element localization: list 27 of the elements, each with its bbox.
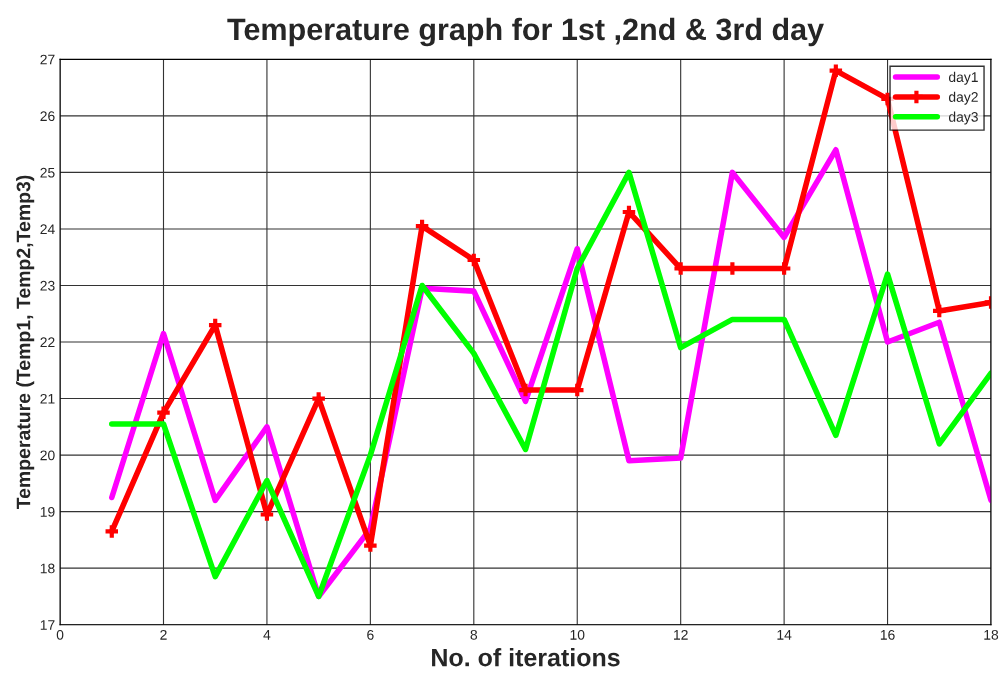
legend-label: day2 [948, 91, 978, 105]
x-tick-label: 18 [984, 629, 999, 640]
x-tick-label: 10 [570, 629, 585, 640]
y-tick-label: 19 [40, 506, 55, 517]
chart-title: Temperature graph for 1st ,2nd & 3rd day [227, 17, 824, 47]
x-tick-label: 2 [160, 629, 167, 640]
legend-label: day3 [948, 111, 978, 125]
x-axis-title: No. of iterations [432, 648, 620, 667]
x-tick-label: 12 [674, 629, 688, 640]
x-tick-label: 4 [263, 630, 271, 640]
y-tick-label: 18 [40, 563, 55, 574]
y-axis-title: Temperature (Temp1, Temp2,Temp3) [16, 175, 35, 510]
y-tick-label: 21 [40, 393, 55, 404]
y-tick-label: 20 [40, 450, 55, 461]
y-tick-label: 27 [40, 54, 55, 65]
x-tick-label: 0 [56, 629, 64, 640]
y-tick-label: 23 [40, 280, 55, 291]
y-tick-label: 24 [40, 224, 55, 234]
x-tick-label: 16 [880, 629, 895, 640]
legend-label: day1 [948, 71, 978, 85]
y-tick-label: 17 [40, 620, 55, 630]
y-tick-label: 25 [40, 167, 55, 178]
x-tick-label: 8 [470, 629, 478, 640]
y-tick-label: 22 [40, 337, 55, 348]
x-tick-label: 14 [777, 630, 792, 640]
x-tick-label: 6 [367, 629, 374, 640]
y-tick-label: 26 [40, 111, 55, 122]
